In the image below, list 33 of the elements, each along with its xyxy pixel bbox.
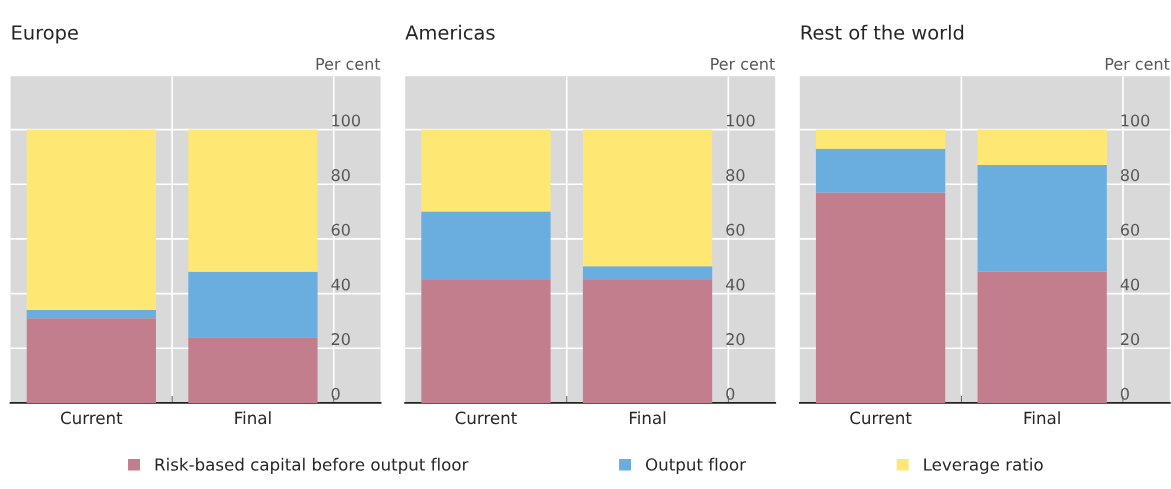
x-tick-label: Final [235,411,271,425]
x-tick-label: Final [629,411,666,425]
y-tick-label: 60 [331,223,350,236]
y-axis-title: Per cent [711,58,775,70]
y-tick-label: 20 [1121,333,1140,346]
chart-title: Americas [405,24,495,40]
x-tick-label: Current [60,411,123,425]
y-axis-title: Per cent [1105,58,1170,70]
y-tick-label: 80 [331,169,350,182]
y-axis-title: Per cent [316,58,381,70]
x-tick-label: Current [455,411,517,425]
x-tick-label: Current [850,411,912,425]
y-tick-label: 100 [332,114,360,127]
x-tick-label: Final [1024,411,1060,425]
y-tick-label: 60 [1120,223,1140,236]
y-tick-label: 0 [331,387,340,400]
y-tick-label: 40 [725,278,745,291]
y-tick-label: 100 [1121,114,1150,127]
y-tick-label: 20 [331,333,350,346]
legend-label: Leverage ratio [924,457,1043,474]
y-tick-label: 0 [726,387,735,400]
chart-title: Rest of the world [801,24,964,40]
y-tick-label: 80 [726,169,745,182]
y-tick-label: 100 [726,114,755,127]
y-tick-label: 40 [1120,278,1140,291]
y-tick-label: 80 [1120,169,1140,182]
y-tick-label: 60 [726,223,745,236]
y-tick-label: 20 [726,333,745,346]
chart-title: Europe [12,25,78,44]
y-tick-label: 0 [1120,387,1129,400]
y-tick-label: 40 [331,278,350,291]
legend-label: Risk-based capital before output floor [155,457,469,474]
legend-label: Output floor [645,457,746,474]
